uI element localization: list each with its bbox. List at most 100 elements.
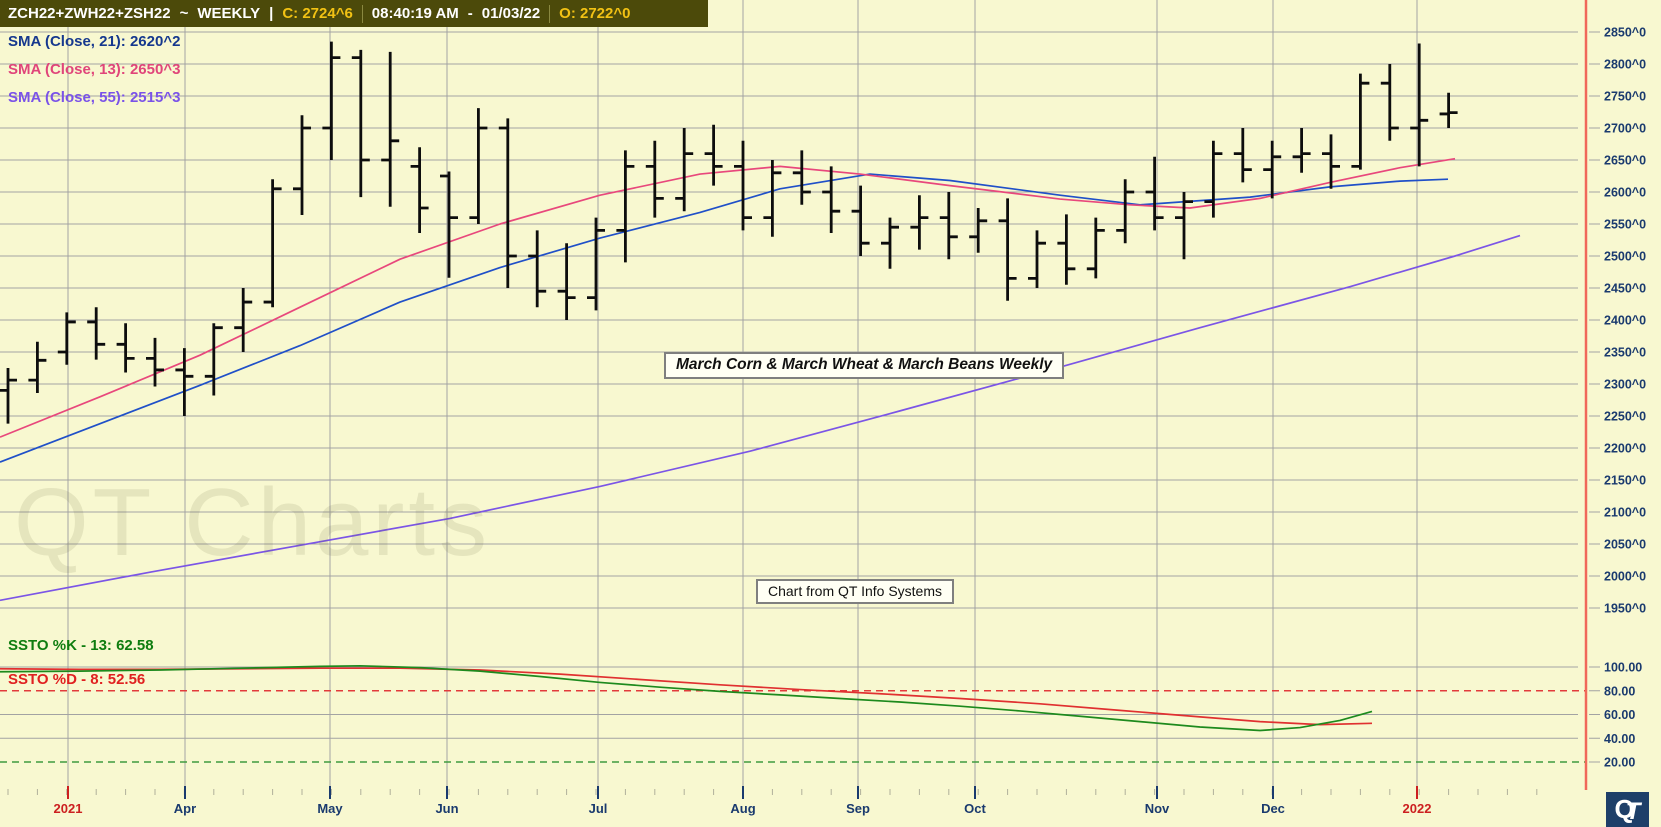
ohlc-bar — [969, 208, 988, 253]
price-gridlines: 2850^0 2800^0 2750^0 2700^0 2650^0 2600^0 2550… — [0, 26, 1646, 616]
header-divider — [361, 4, 363, 23]
ohlc-bar — [381, 51, 400, 207]
price-tick-label: 2500^0 — [1604, 250, 1646, 264]
ohlc-bar — [881, 217, 899, 269]
ohlc-bar — [645, 140, 664, 218]
ohlc-bar — [1410, 43, 1429, 167]
tilde-separator: ~ — [179, 5, 189, 22]
watermark: QT Charts — [14, 469, 491, 576]
ohlc-bar — [57, 312, 76, 365]
ohlc-bar — [939, 192, 958, 260]
ohlc-bar — [675, 128, 694, 212]
chart-title-box[interactable]: March Corn & March Wheat & March Beans W… — [664, 352, 1065, 379]
ssto-d-line — [0, 667, 1373, 726]
ohlc-bar — [1086, 217, 1105, 279]
ohlc-bar — [293, 115, 311, 216]
month-axis-label: Sep — [846, 801, 870, 816]
ohlc-bar — [557, 243, 576, 320]
price-tick-label: 2300^0 — [1604, 378, 1646, 392]
ohlc-bar — [528, 230, 547, 308]
ohlc-bar — [322, 41, 341, 160]
price-tick-label: 2650^0 — [1604, 154, 1646, 168]
sma13-line — [0, 157, 1456, 438]
month-axis-label: Jul — [589, 801, 608, 816]
ohlc-bar — [469, 108, 488, 224]
year-axis-label: 2021 — [54, 801, 83, 816]
price-tick-label: 2250^0 — [1604, 410, 1646, 424]
price-tick-label: 2150^0 — [1604, 474, 1646, 488]
month-axis-label: Jun — [435, 801, 458, 816]
ohlc-bar — [1028, 230, 1046, 288]
pipe-separator: | — [269, 5, 274, 22]
qt-logo[interactable]: Q T — [1606, 792, 1649, 827]
header-divider — [549, 4, 551, 23]
price-tick-label: 2400^0 — [1604, 314, 1646, 328]
ssto-d-label: SSTO %D - 8: 52.56 — [8, 671, 146, 688]
ohlc-bar — [1204, 140, 1223, 218]
ssto-gridlines: 100.00 80.00 60.00 40.00 20.00 — [0, 661, 1642, 770]
dash-separator: - — [467, 5, 473, 22]
ohlc-bar — [587, 217, 605, 311]
price-tick-label: 2200^0 — [1604, 442, 1646, 456]
timeframe-label: WEEKLY — [197, 5, 261, 22]
month-axis-label: Apr — [174, 801, 196, 816]
ohlc-bar — [616, 150, 635, 263]
time-axis: 2021 Apr May Jun Jul Aug Sep Oct Nov Dec 2022 — [7, 786, 1538, 816]
price-tick-label: 2050^0 — [1604, 538, 1646, 552]
ohlc-bar — [1439, 92, 1458, 128]
ohlc-bar — [263, 179, 282, 308]
price-tick-label: 2750^0 — [1604, 90, 1646, 104]
qt-logo-t: T — [1625, 797, 1641, 825]
price-tick-label: 2450^0 — [1604, 282, 1646, 296]
qt-logo-q: Q — [1614, 794, 1635, 824]
ssto-tick-label: 100.00 — [1604, 661, 1642, 675]
price-tick-label: 2600^0 — [1604, 186, 1646, 200]
ohlc-bar — [351, 49, 370, 198]
ssto-k-label: SSTO %K - 13: 62.58 — [8, 637, 154, 654]
month-axis-label: Aug — [730, 801, 755, 816]
sma21-label: SMA (Close, 21): 2620^2 — [8, 33, 181, 50]
ohlc-bar — [175, 348, 194, 416]
ohlc-bar — [734, 140, 752, 231]
price-tick-label: 1950^0 — [1604, 602, 1646, 616]
month-axis-label: Dec — [1261, 801, 1285, 816]
ohlc-bar — [792, 150, 811, 205]
ssto-k-line — [0, 664, 1373, 732]
ohlc-bar — [1351, 73, 1370, 170]
year-axis-label: 2022 — [1403, 801, 1432, 816]
ohlc-bar — [1322, 134, 1340, 189]
ssto-tick-label: 20.00 — [1604, 756, 1635, 770]
ohlc-bar — [704, 124, 723, 186]
price-tick-label: 2350^0 — [1604, 346, 1646, 360]
ohlc-bar — [822, 166, 841, 233]
price-tick-label: 2000^0 — [1604, 570, 1646, 584]
price-tick-label: 2700^0 — [1604, 122, 1646, 136]
ohlc-bar — [1116, 179, 1135, 244]
ohlc-bar — [1292, 128, 1311, 173]
price-tick-label: 2800^0 — [1604, 58, 1646, 72]
ohlc-bar — [1380, 64, 1399, 141]
month-axis-label: May — [317, 801, 343, 816]
ohlc-bar — [1263, 140, 1282, 199]
ohlc-bar — [28, 341, 47, 393]
ohlc-bars — [0, 41, 1458, 424]
ohlc-bar — [1233, 128, 1252, 183]
price-tick-label: 2850^0 — [1604, 26, 1646, 40]
quote-date: 01/03/22 — [481, 5, 541, 22]
ssto-tick-label: 60.00 — [1604, 708, 1635, 722]
sma55-label: SMA (Close, 55): 2515^3 — [8, 89, 181, 106]
quote-time: 08:40:19 AM — [371, 5, 459, 22]
ohlc-bar — [0, 368, 17, 424]
sma21-line — [0, 173, 1449, 463]
ohlc-bar — [116, 323, 135, 373]
ohlc-bar — [410, 147, 429, 233]
ohlc-bar — [87, 307, 106, 360]
ohlc-bar — [204, 323, 223, 396]
chart-credit-box[interactable]: Chart from QT Info Systems — [756, 579, 955, 604]
sma55-line — [0, 234, 1521, 602]
ohlc-bar — [440, 171, 458, 278]
sma13-label: SMA (Close, 13): 2650^3 — [8, 61, 181, 78]
ohlc-bar — [1057, 214, 1076, 285]
ohlc-bar — [1145, 156, 1164, 231]
symbol-label: ZCH22+ZWH22+ZSH22 — [8, 5, 171, 22]
